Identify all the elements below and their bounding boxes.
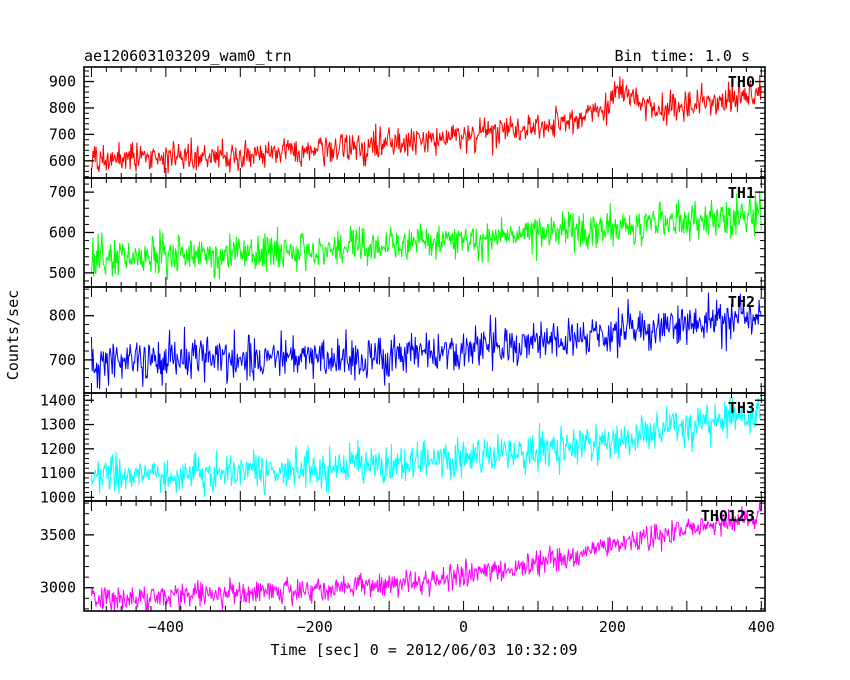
y-tick-label: 800 [49, 307, 76, 325]
x-axis: −400 −200 0 200 400 [148, 618, 775, 636]
y-tick-label: 3500 [40, 526, 76, 544]
panel-frame [83, 177, 766, 288]
bin-time-label: Bin time: 1.0 s [615, 47, 750, 65]
y-tick-label: 1000 [40, 488, 76, 506]
y-tick-label: 600 [49, 152, 76, 170]
y-axis-label: Counts/sec [4, 290, 22, 380]
y-tick-label: 700 [49, 351, 76, 369]
panel-th0123: 3000 3500 TH0123 [40, 500, 766, 612]
chart-title: ae120603103209_wam0_trn [84, 47, 292, 65]
x-tick-label: −400 [148, 618, 184, 636]
x-tick-label: 400 [748, 618, 775, 636]
y-tick-label: 3000 [40, 579, 76, 597]
series-line-th0123 [90, 501, 762, 611]
series-line-th2 [90, 292, 762, 390]
channel-label: TH2 [728, 293, 755, 311]
panel-frame [83, 500, 766, 612]
y-tick-label: 900 [49, 73, 76, 91]
series-line-th3 [90, 396, 762, 497]
x-tick-label: 0 [459, 618, 468, 636]
y-tick-label: 1200 [40, 440, 76, 458]
y-tick-label: 1400 [40, 391, 76, 409]
y-tick-label: 800 [49, 99, 76, 117]
y-tick-label: 700 [49, 125, 76, 143]
y-tick-label: 1100 [40, 464, 76, 482]
series-line-th1 [90, 190, 762, 280]
series-line-th0 [90, 74, 762, 174]
panel-frame [83, 286, 766, 394]
panel-th2: 700 800 TH2 [49, 286, 766, 394]
x-tick-label: 200 [599, 618, 626, 636]
y-tick-label: 1300 [40, 416, 76, 434]
channel-label: TH0123 [701, 507, 755, 525]
y-tick-label: 500 [49, 264, 76, 282]
panel-th1: 500 600 700 TH1 [49, 177, 766, 288]
channel-label: TH1 [728, 184, 755, 202]
channel-label: TH3 [728, 399, 755, 417]
y-tick-label: 700 [49, 183, 76, 201]
panel-frame [83, 66, 766, 179]
x-tick-label: −200 [297, 618, 333, 636]
channel-label: TH0 [728, 73, 755, 91]
panel-th0: 600 700 800 900 TH0 [49, 66, 766, 179]
y-tick-label: 600 [49, 224, 76, 242]
x-axis-label: Time [sec] 0 = 2012/06/03 10:32:09 [270, 641, 577, 659]
panels-group: 600 700 800 900 TH0 500 600 700 TH1 700 800 TH2 1000… [40, 66, 766, 612]
panel-th3: 1000 1100 1200 1300 1400 TH3 [40, 391, 766, 506]
